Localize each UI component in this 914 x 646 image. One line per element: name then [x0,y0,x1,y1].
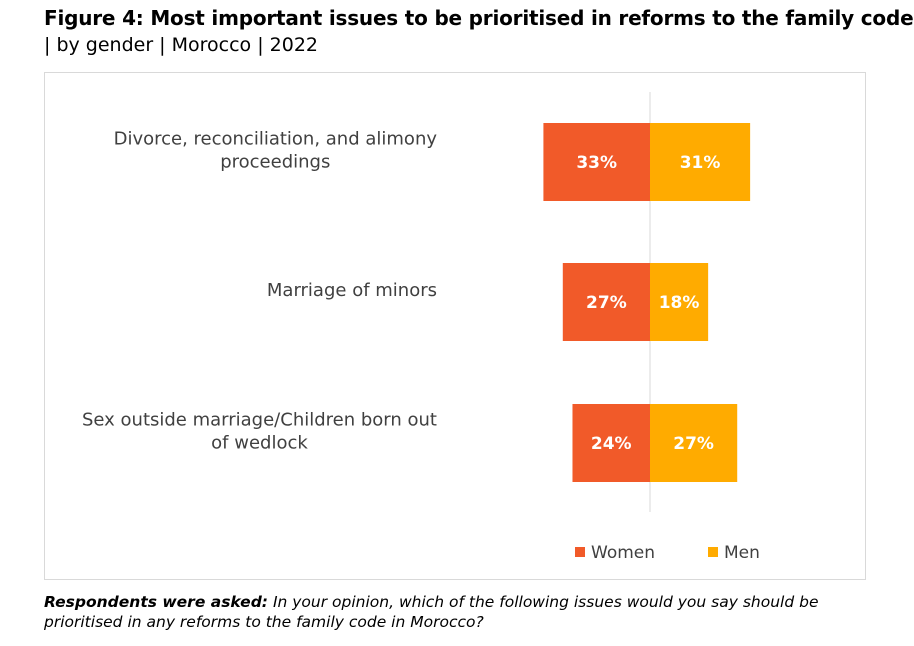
category-label-line: of wedlock [211,433,308,454]
category-label-line: Divorce, reconciliation, and alimony [114,129,438,150]
category-label-line: proceedings [220,152,330,173]
category-label: Divorce, reconciliation, and alimony proc… [114,129,438,173]
bar-label-women: 24% [591,434,632,454]
bar-men [650,263,709,341]
legend-swatch-men [708,547,718,557]
bar-label-women: 33% [576,153,617,173]
legend-label-women: Women [591,543,655,563]
chart-frame [44,72,866,580]
bar-women [543,123,650,201]
category-label-line: Sex outside marriage/Children born out [82,410,437,431]
bar-label-men: 27% [673,434,714,454]
category-label-line: Marriage of minors [267,280,437,301]
legend-swatch-women [575,547,585,557]
bar-women [572,404,650,482]
bar-label-men: 31% [680,153,721,173]
chart: Divorce, reconciliation, and alimony proc… [82,92,760,563]
category-label: Marriage of minors [267,280,437,301]
chart-title: Figure 4: Most important issues to be pr… [44,6,914,30]
note-text: In your opinion, which of the following … [44,593,819,631]
bar-label-women: 27% [586,293,627,313]
bar-men [650,404,738,482]
bar-women [562,263,650,341]
category-label: Sex outside marriage/Children born out of… [82,410,437,454]
chart-subtitle: | by gender | Morocco | 2022 [44,34,319,56]
bar-label-men: 18% [659,293,700,313]
question-note: Respondents were asked: In your opinion,… [44,592,894,632]
legend-label-men: Men [724,543,760,563]
bar-men [650,123,751,201]
note-prefix: Respondents were asked: [44,593,268,611]
